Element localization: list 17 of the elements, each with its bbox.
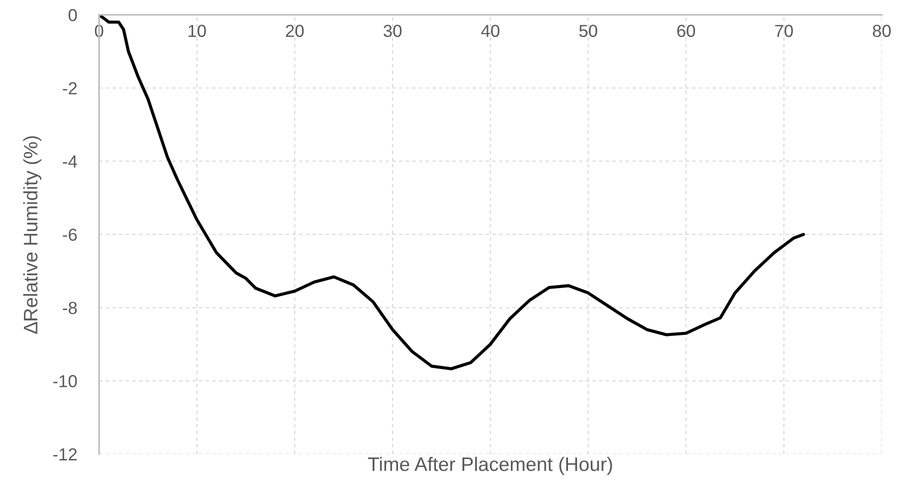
y-tick-label: -12	[53, 448, 77, 460]
x-tick-label: 50	[579, 24, 598, 38]
y-tick-label: -2	[62, 82, 77, 94]
x-tick-label: 80	[872, 24, 891, 38]
x-tick-label: 60	[677, 24, 696, 38]
y-tick-label: -6	[62, 228, 77, 241]
x-tick-label: 30	[384, 24, 402, 38]
y-axis-title: ∆Relative Humidity (%)	[23, 136, 42, 334]
x-tick-label: 20	[286, 24, 304, 38]
x-tick-label: 70	[775, 24, 793, 38]
x-axis-title: Time After Placement (Hour)	[368, 456, 612, 475]
y-tick-label: 0	[68, 8, 77, 22]
x-tick-label: 40	[481, 24, 500, 38]
y-tick-label: -10	[53, 375, 77, 388]
y-tick-label: -4	[62, 156, 78, 168]
x-tick-label: 10	[188, 24, 206, 38]
y-tick-label: -8	[62, 302, 77, 314]
